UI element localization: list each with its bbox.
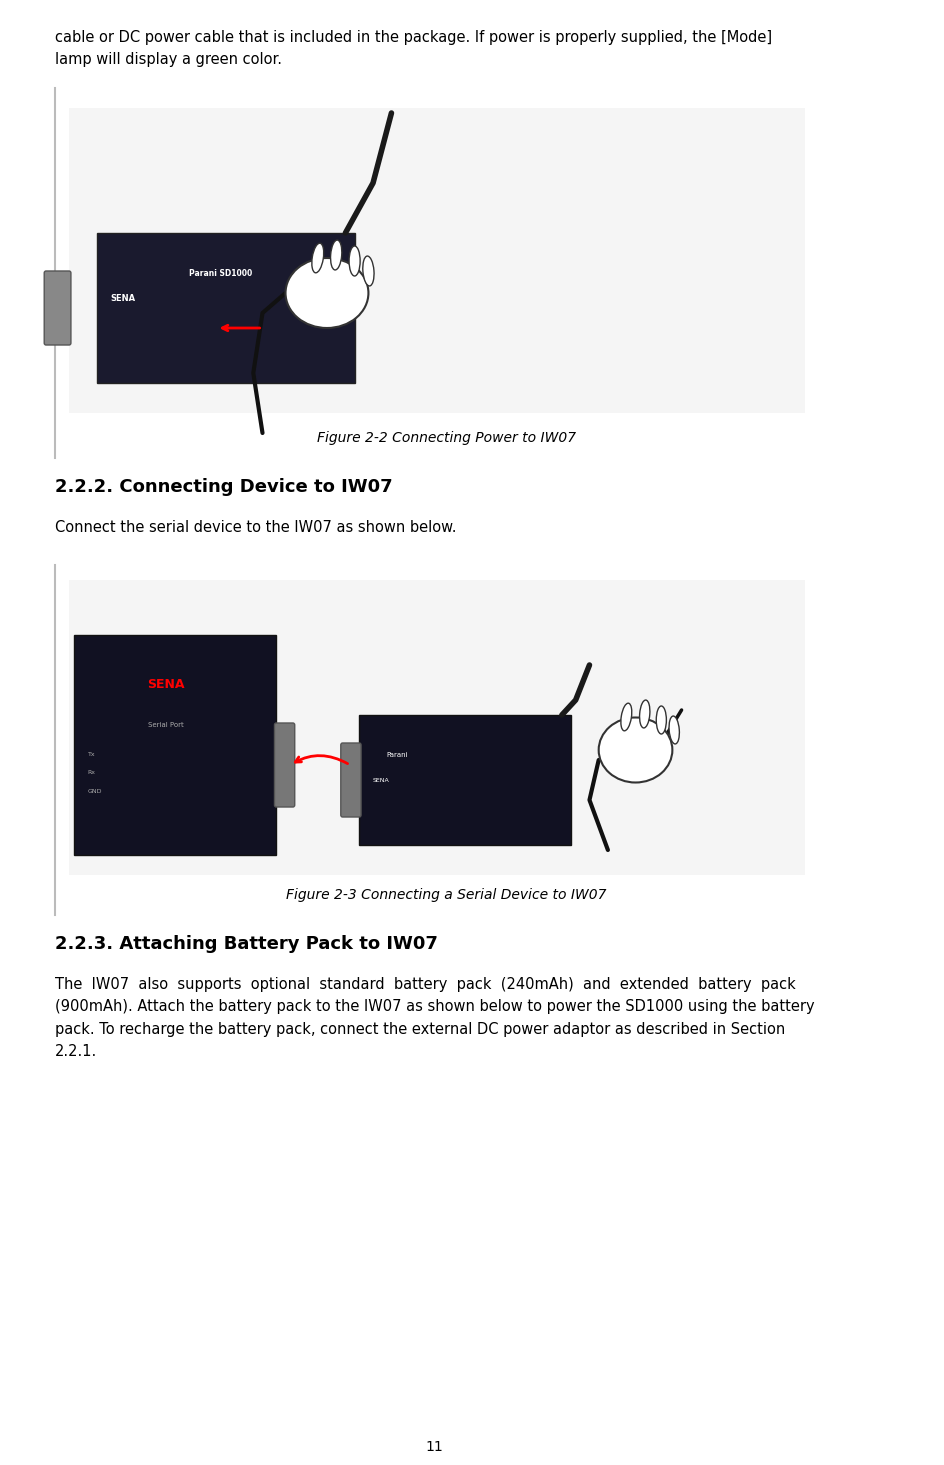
FancyBboxPatch shape xyxy=(44,271,71,344)
Ellipse shape xyxy=(285,258,368,328)
Ellipse shape xyxy=(312,243,324,272)
Ellipse shape xyxy=(349,246,360,275)
Text: 2.2.2. Connecting Device to IW07: 2.2.2. Connecting Device to IW07 xyxy=(56,478,393,497)
FancyBboxPatch shape xyxy=(341,743,361,817)
Text: GND: GND xyxy=(88,788,102,794)
Text: cable or DC power cable that is included in the package. If power is properly su: cable or DC power cable that is included… xyxy=(56,29,772,45)
Text: Connect the serial device to the IW07 as shown below.: Connect the serial device to the IW07 as… xyxy=(56,520,457,535)
Text: 2.2.1.: 2.2.1. xyxy=(56,1045,97,1059)
Bar xyxy=(74,634,277,856)
Text: SENA: SENA xyxy=(147,678,184,691)
Text: SENA: SENA xyxy=(110,293,136,302)
Ellipse shape xyxy=(656,706,666,734)
Text: Tx: Tx xyxy=(88,753,95,757)
Bar xyxy=(360,715,571,845)
Text: 2.2.3. Attaching Battery Pack to IW07: 2.2.3. Attaching Battery Pack to IW07 xyxy=(56,935,438,954)
Text: SENA: SENA xyxy=(373,778,390,782)
Bar xyxy=(96,233,355,382)
Text: The  IW07  also  supports  optional  standard  battery  pack  (240mAh)  and  ext: The IW07 also supports optional standard… xyxy=(56,977,796,992)
Text: Figure 2-3 Connecting a Serial Device to IW07: Figure 2-3 Connecting a Serial Device to… xyxy=(286,888,606,902)
Ellipse shape xyxy=(598,718,672,782)
Ellipse shape xyxy=(669,716,680,744)
Ellipse shape xyxy=(362,256,374,286)
Ellipse shape xyxy=(621,703,632,731)
Text: Rx: Rx xyxy=(88,771,95,775)
Bar xyxy=(69,580,805,875)
Text: Parani: Parani xyxy=(387,752,409,757)
Bar xyxy=(69,108,805,413)
Text: pack. To recharge the battery pack, connect the external DC power adaptor as des: pack. To recharge the battery pack, conn… xyxy=(56,1023,785,1037)
Text: (900mAh). Attach the battery pack to the IW07 as shown below to power the SD1000: (900mAh). Attach the battery pack to the… xyxy=(56,999,815,1014)
Text: Figure 2-2 Connecting Power to IW07: Figure 2-2 Connecting Power to IW07 xyxy=(316,431,576,445)
FancyBboxPatch shape xyxy=(275,724,295,807)
Text: 11: 11 xyxy=(426,1440,444,1453)
Text: Serial Port: Serial Port xyxy=(148,722,184,728)
Text: Parani SD1000: Parani SD1000 xyxy=(189,268,252,277)
Text: lamp will display a green color.: lamp will display a green color. xyxy=(56,51,282,67)
Ellipse shape xyxy=(640,700,649,728)
Ellipse shape xyxy=(330,240,342,270)
